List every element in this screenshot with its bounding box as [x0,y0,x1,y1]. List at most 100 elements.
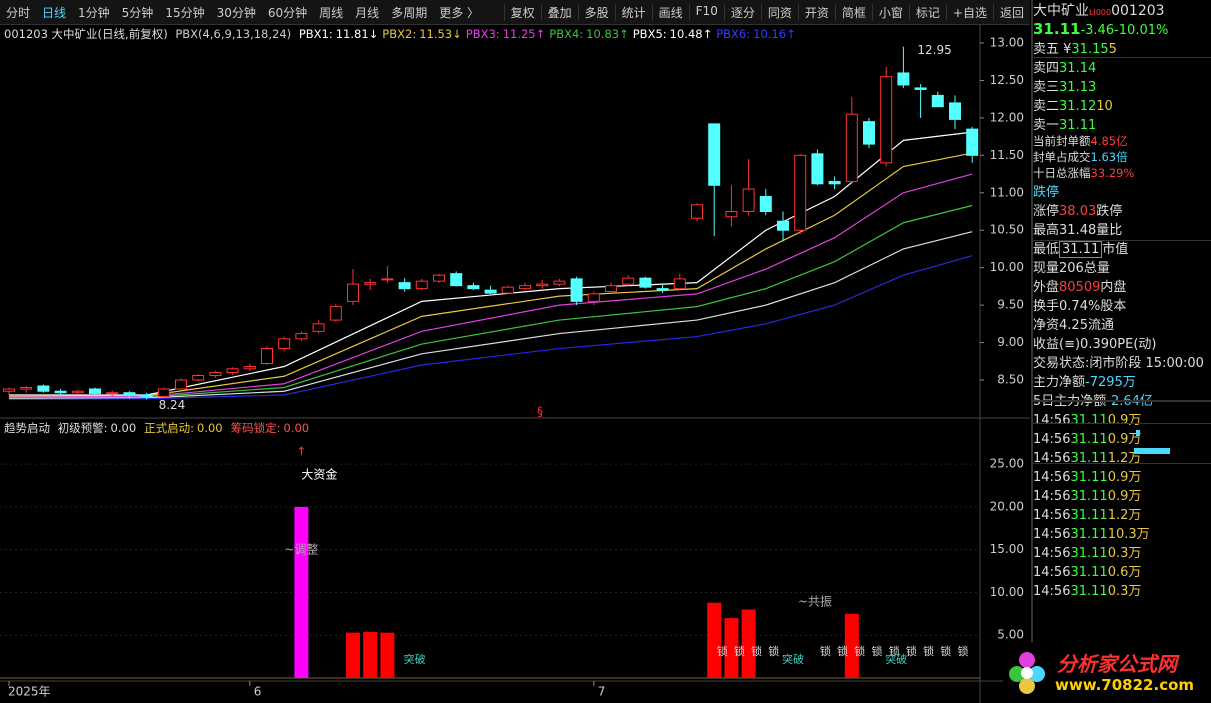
low-label: 8.24 [159,398,186,412]
ma-line [8,204,973,399]
toolbar-button[interactable]: 多周期 [391,5,428,20]
candle-body [140,394,153,397]
trade-row-cell: 14:56 [1033,527,1071,542]
stat-row-cell: 股本 [1100,299,1127,314]
toolbar-button[interactable]: 同资 [760,3,798,21]
toolbar-button[interactable]: 周线 [319,5,344,20]
stat-row: 收益(≡)0.390PE(动) [1033,333,1211,352]
divider [1033,57,1211,58]
toolbar-button[interactable]: +自选 [945,3,993,21]
candle-body [880,76,893,164]
order-row-cell: 31.15 [1071,42,1109,57]
quote-panel: 大中矿业LI000001203 31.11-3.46-10.01% 卖五 ¥31.1… [1031,0,1211,703]
candle-body [811,153,824,185]
toolbar-button[interactable]: F10 [688,3,724,21]
toolbar-right: 复权 叠加 多股 统计 画线 F10 逐分 同资 开资 简框 小窗 标记 +自选 返回 [503,3,1030,21]
legend-label: PBX4: [549,27,584,41]
trade-row-cell: 31.11 [1070,584,1108,599]
seal-row: 十日总涨幅33.29% [1033,165,1211,181]
legend-entry: PBX5: 10.48↑ [633,27,712,41]
lock-label: 锁 [717,644,728,658]
big-fund-label: 大资金 [301,467,337,482]
candle-body [622,277,635,285]
indicator-bar [346,632,360,678]
legend-value: 10.83 [586,27,620,41]
legend-value: 10.48 [669,27,703,41]
toolbar-button[interactable]: 标记 [908,3,946,21]
toolbar-button[interactable]: 5分钟 [121,5,154,20]
order-row-cell: 卖四 [1033,61,1060,76]
trade-row-cell: 14:56 [1033,584,1071,599]
seal-row: 封单占成交1.63倍 [1033,149,1211,165]
legend-arrow: ↑ [702,27,713,41]
candle-body [209,372,222,377]
toolbar-button[interactable]: 简框 [834,3,872,21]
stat-row: 最低 31.11 市值 [1033,238,1211,258]
candle-body [295,333,308,340]
trade-row-cell: 31.11 [1070,546,1108,561]
toolbar-button[interactable]: 1分钟 [78,5,110,20]
trade-row-cell: 14:56 [1033,546,1071,561]
trade-row: 14:5631.110.9万 [1033,466,1211,485]
legend-label: PBX5: [632,27,667,41]
toolbar-button[interactable]: 统计 [614,3,652,21]
stat-row-cell: 31.11 [1059,241,1103,258]
trade-row-cell: 31.11 [1070,470,1108,485]
stat-row-cell: 总量 [1083,261,1110,276]
trade-row-cell: 0.3万 [1107,546,1142,561]
candle-body [278,338,291,350]
legend-entry: PBX2: 11.53↓ [382,27,461,41]
flow-bar [1136,430,1140,436]
resonance-label: ~共振 [798,595,832,609]
toolbar-button[interactable]: 复权 [503,3,541,21]
trade-row-cell: 1.2万 [1107,508,1142,523]
chart-header: 001203 大中矿业(日线,前复权) PBX(4,6,9,13,18,24) … [4,26,800,42]
stat-row-cell: 最高 [1033,223,1060,238]
divider [1033,463,1211,464]
trade-row: 14:5631.110.3万 [1033,580,1211,599]
candle-body [673,278,686,290]
lock-label: 锁 [958,644,969,658]
y-tick-label: 8.50 [997,373,1024,387]
breakout-label: 突破 [404,652,426,666]
candle-body [536,283,549,287]
toolbar-button[interactable]: 更多 〉 [439,5,480,20]
toolbar-button[interactable]: 分时 [6,5,31,20]
trade-state: 交易状态:闭市阶段 15:00:00 [1033,352,1211,371]
toolbar-button[interactable]: 多股 [577,3,615,21]
order-row: 卖三31.13 [1033,76,1211,95]
candle-body [89,388,101,394]
candle-body [828,181,841,185]
candle-body [725,211,738,218]
toolbar-button[interactable]: 30分钟 [216,5,256,20]
toolbar-button[interactable]: 画线 [651,3,689,21]
toolbar-button[interactable]: 小窗 [871,3,909,21]
trade-row-cell: 0.9万 [1107,432,1142,447]
lock-label: 锁 [889,644,900,658]
limit-state-cell: 跌停 [1033,185,1060,200]
toolbar-button[interactable]: 月线 [355,5,380,20]
candle-body [261,348,273,365]
legend-value: 11.53 [419,27,453,41]
candle-body [605,285,617,293]
legend-label: PBX6: [716,27,751,41]
y-tick-label: 10.00 [990,260,1024,274]
toolbar-button[interactable]: 60分钟 [267,5,308,20]
watermark-url: www.70822.com [1055,676,1195,694]
toolbar-button[interactable]: 15分钟 [165,5,205,20]
lock-label: 锁 [940,644,951,658]
toolbar-button[interactable]: 逐分 [723,3,761,21]
stat-row-cell: 净资 [1033,318,1060,333]
toolbar-button[interactable]: 开资 [797,3,835,21]
legend-entry: PBX1: 11.81↓ [299,27,378,41]
order-row-cell: 31.11 [1059,118,1097,133]
toolbar-button[interactable]: 返回 [992,3,1030,21]
trade-row-cell: 0.9万 [1107,489,1142,504]
toolbar-button[interactable]: 叠加 [540,3,578,21]
toolbar-button[interactable]: 日线 [42,5,67,20]
candle-body [123,392,136,396]
trade-row: 14:5631.1110.3万 [1033,523,1211,542]
candle-body [415,280,428,290]
legend-label: PBX1: [298,27,333,41]
